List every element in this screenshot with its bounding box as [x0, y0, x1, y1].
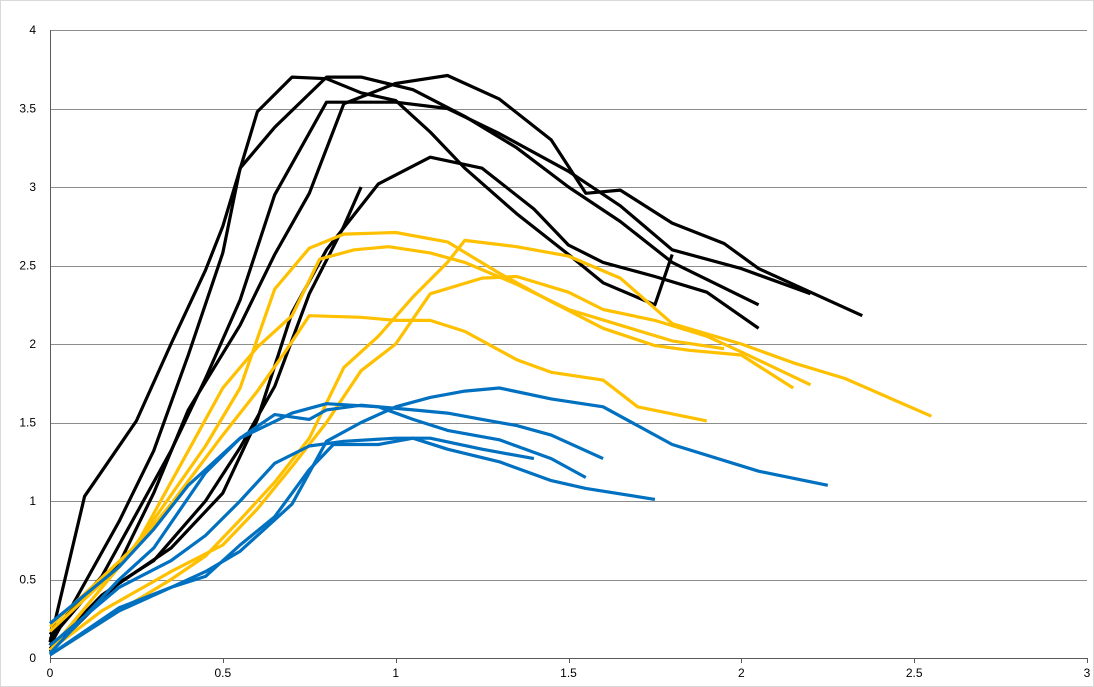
x-tick-label: 2	[738, 666, 745, 680]
axes	[50, 30, 1088, 663]
y-tick-labels: 0 0.5 1 1.5 2 2.5 3 3.5 4	[19, 23, 36, 665]
series-line-yellow-9	[48, 230, 795, 652]
x-tick-labels: 0 0.5 1 1.5 2 2.5 3	[47, 666, 1091, 680]
x-tick-label: 3	[1084, 666, 1091, 680]
x-tick-label: 0.5	[214, 666, 231, 680]
series-line-yellow-8	[48, 314, 708, 633]
y-tick-label: 0.5	[19, 573, 36, 587]
x-tick-label: 0	[47, 666, 54, 680]
series-lines	[48, 73, 933, 657]
series-line-black-2	[48, 75, 760, 647]
x-tick-label: 2.5	[906, 666, 923, 680]
y-tick-label: 1	[29, 494, 36, 508]
series-line-blue-13	[48, 402, 587, 655]
x-tick-label: 1	[392, 666, 399, 680]
x-tick-label: 1.5	[560, 666, 577, 680]
series-line-blue-16	[49, 386, 829, 657]
series-line-yellow-11	[49, 274, 812, 652]
series-line-black-4	[48, 73, 863, 641]
y-tick-label: 2.5	[19, 259, 36, 273]
y-tick-label: 2	[29, 337, 36, 351]
y-tick-label: 3.5	[19, 102, 36, 116]
series-line-blue-14	[48, 436, 535, 647]
y-tick-label: 4	[29, 23, 36, 37]
y-tick-label: 3	[29, 180, 36, 194]
y-tick-label: 0	[29, 651, 36, 665]
series-line-blue-12	[48, 403, 604, 625]
y-tick-label: 1.5	[19, 416, 36, 430]
series-line-yellow-7	[48, 245, 725, 628]
